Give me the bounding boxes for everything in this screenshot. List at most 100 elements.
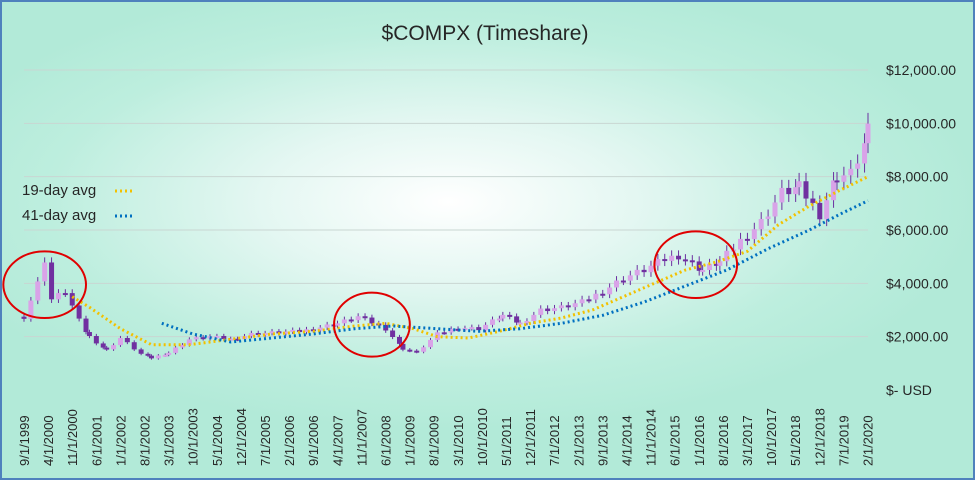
candle-body: [593, 293, 599, 300]
candle-body: [414, 350, 420, 353]
candle-body: [552, 308, 558, 312]
candle-body: [221, 335, 227, 340]
x-tick-label: 8/1/2002: [138, 415, 153, 466]
highlight-circle: [2, 250, 88, 319]
candle-body: [662, 259, 668, 262]
candle-body: [269, 331, 275, 334]
candle-body: [155, 355, 161, 359]
x-tick-label: 11/1/2007: [354, 409, 369, 466]
y-tick-label: $2,000.00: [886, 329, 948, 345]
candle-body: [772, 202, 778, 217]
candle-body: [834, 180, 840, 183]
candle-body: [369, 317, 375, 324]
candle-body: [507, 314, 513, 317]
gridlines: [24, 69, 868, 338]
candle-body: [324, 324, 330, 328]
candle-body: [824, 200, 830, 220]
x-tick-label: 7/1/2012: [547, 415, 562, 466]
candle-body: [441, 332, 447, 335]
highlight-circle: [333, 291, 411, 358]
x-tick-label: 8/1/2009: [427, 415, 442, 466]
candle-body: [586, 299, 592, 302]
candle-body: [334, 323, 340, 326]
y-tick-label: $10,000.00: [886, 115, 956, 131]
candle-body: [348, 319, 354, 322]
candle-body: [200, 337, 206, 340]
candle-body: [779, 187, 785, 203]
candle-body: [104, 347, 110, 350]
candle-body: [186, 339, 192, 345]
candle-body: [448, 328, 454, 333]
x-tick-label: 1/1/2016: [692, 415, 707, 466]
candle-body: [290, 329, 296, 332]
candle-body: [407, 349, 413, 352]
candle-body: [396, 336, 402, 344]
legend: 19-day avg 41-day avg: [22, 182, 133, 224]
candle-body: [317, 327, 323, 331]
candle-body: [283, 331, 289, 334]
candle-body: [124, 338, 130, 343]
x-tick-label: 12/1/2011: [523, 409, 538, 466]
candle-body: [614, 280, 620, 288]
candle-body: [855, 163, 861, 169]
candle-body: [179, 344, 185, 348]
x-tick-label: 2/1/2013: [571, 415, 586, 466]
candle-body: [751, 229, 757, 240]
candle-body: [538, 308, 544, 315]
candle-body: [724, 250, 730, 262]
x-tick-label: 1/1/2009: [403, 415, 418, 466]
candle-body: [400, 343, 406, 350]
candle-body: [600, 293, 606, 296]
candle-body: [796, 181, 802, 188]
candle-body: [100, 343, 106, 348]
candle-body: [634, 269, 640, 276]
candle-body: [490, 319, 496, 325]
candle-body: [166, 352, 172, 355]
y-tick-label: $8,000.00: [886, 169, 948, 185]
candle-body: [713, 263, 719, 266]
candle-body: [641, 269, 647, 273]
x-tick-label: 10/1/2003: [186, 408, 201, 466]
candle-body: [42, 262, 48, 282]
x-tick-label: 5/1/2018: [788, 415, 803, 466]
candle-body: [841, 175, 847, 182]
x-tick-label: 5/1/2011: [499, 416, 514, 466]
candle-body: [228, 338, 234, 341]
x-tick-label: 8/1/2016: [716, 415, 731, 466]
candle-body: [848, 168, 854, 176]
candle-body: [117, 338, 123, 346]
line-41-day-avg: [161, 199, 869, 344]
x-tick-label: 9/1/2006: [306, 415, 321, 466]
candle-body: [758, 218, 764, 230]
x-tick-label: 6/1/2008: [379, 415, 394, 466]
candle-body: [579, 299, 585, 304]
x-tick-label: 11/1/2000: [65, 409, 80, 466]
candle-body: [76, 305, 82, 319]
legend-label-41-day: 41-day avg: [22, 207, 96, 224]
candle-body: [862, 143, 868, 164]
candle-body: [648, 265, 654, 273]
candle-body: [49, 262, 55, 300]
candle-body: [455, 328, 461, 331]
candle-body: [341, 319, 347, 324]
candle-body: [69, 293, 75, 306]
candle-body: [55, 293, 61, 300]
legend-label-19-day: 19-day avg: [22, 182, 96, 199]
candle-body: [131, 342, 137, 350]
candle-body: [744, 238, 750, 241]
candle-body: [303, 329, 309, 333]
candle-body: [214, 335, 220, 338]
candle-body: [786, 187, 792, 195]
highlight-circle: [653, 230, 739, 299]
x-tick-label: 4/1/2007: [330, 415, 345, 466]
candle-body: [669, 255, 675, 261]
x-tick-label: 12/1/2018: [812, 408, 827, 466]
candle-body: [655, 259, 661, 266]
candle-body: [427, 339, 433, 348]
candle-body: [500, 314, 506, 319]
chart-title: $COMPX (Timeshare): [382, 22, 589, 45]
candle-body: [717, 261, 723, 266]
average-series: [71, 175, 869, 347]
x-tick-label: 7/1/2005: [258, 415, 273, 466]
